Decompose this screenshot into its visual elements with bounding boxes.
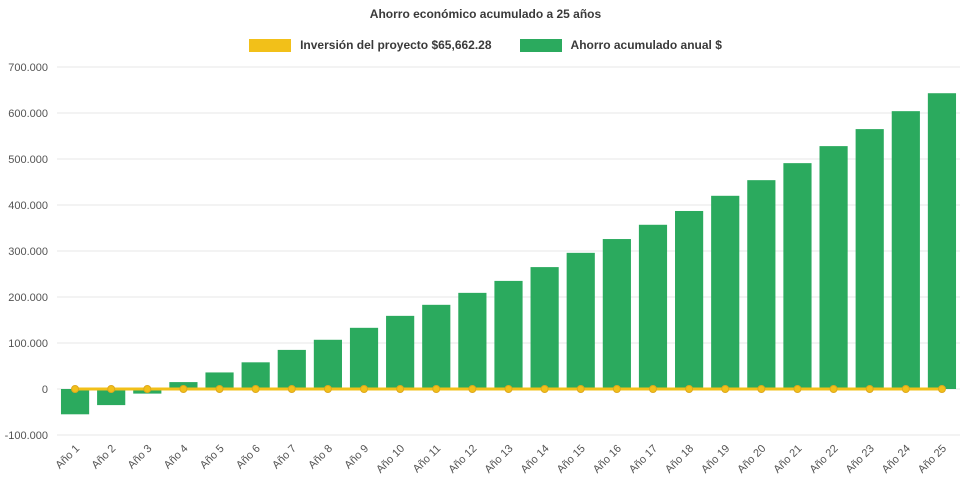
savings-bar[interactable] [277, 349, 306, 389]
legend-swatch-investment [249, 38, 292, 52]
y-axis-tick-label: 200.000 [8, 292, 48, 304]
savings-bar[interactable] [97, 389, 126, 406]
legend-label-investment: Inversión del proyecto $65,662.28 [300, 38, 492, 52]
savings-bar[interactable] [638, 224, 668, 389]
savings-bar[interactable] [205, 372, 234, 389]
savings-bar[interactable] [747, 180, 776, 389]
investment-line-marker[interactable] [865, 385, 874, 393]
y-axis-tick-label: 400.000 [8, 200, 48, 212]
y-axis-tick-label: 500.000 [8, 154, 48, 166]
investment-line-marker[interactable] [215, 385, 224, 393]
investment-line-marker[interactable] [251, 385, 260, 393]
investment-line-marker[interactable] [396, 385, 405, 393]
investment-line-marker[interactable] [721, 385, 730, 393]
x-axis-tick-label: Año 25 [916, 443, 949, 476]
investment-line-marker[interactable] [468, 385, 477, 393]
investment-line-marker[interactable] [71, 385, 80, 393]
savings-bar[interactable] [602, 239, 631, 389]
x-axis-tick-label: Año 7 [270, 443, 299, 472]
x-axis-tick-label: Año 11 [411, 443, 444, 476]
investment-line-marker[interactable] [648, 385, 657, 393]
investment-line-marker[interactable] [612, 385, 621, 393]
y-axis-tick-label: 300.000 [8, 246, 48, 258]
x-axis-tick-label: Año 9 [342, 443, 371, 472]
x-axis-tick-label: Año 12 [446, 443, 479, 476]
x-axis-tick-label: Año 20 [735, 443, 768, 476]
x-axis-tick-label: Año 23 [844, 443, 877, 476]
investment-line-marker[interactable] [793, 385, 802, 393]
investment-line-marker[interactable] [504, 385, 513, 393]
investment-line-marker[interactable] [107, 385, 116, 393]
savings-bar[interactable] [241, 362, 270, 389]
chart-legend: Inversión del proyecto $65,662.28 Ahorro… [0, 38, 971, 52]
investment-line-marker[interactable] [179, 385, 188, 393]
savings-bar[interactable] [349, 327, 379, 389]
legend-swatch-savings [519, 38, 562, 52]
savings-bar[interactable] [530, 267, 559, 389]
savings-bar[interactable] [675, 210, 704, 389]
y-axis-tick-label: 100.000 [8, 338, 48, 350]
savings-bar[interactable] [855, 129, 884, 389]
investment-line-marker[interactable] [685, 385, 694, 393]
x-axis-tick-label: Año 19 [699, 443, 732, 476]
x-axis-tick-label: Año 16 [591, 443, 624, 476]
investment-line-marker[interactable] [432, 385, 441, 393]
y-axis-tick-label: 700.000 [8, 62, 48, 74]
x-axis-tick-label: Año 1 [53, 443, 82, 472]
savings-bar[interactable] [819, 146, 848, 389]
investment-line-marker[interactable] [287, 385, 296, 393]
savings-bar[interactable] [458, 292, 487, 389]
savings-bar[interactable] [891, 111, 920, 389]
legend-label-savings: Ahorro acumulado anual $ [570, 38, 722, 52]
x-axis-tick-label: Año 18 [663, 443, 696, 476]
savings-bar[interactable] [566, 252, 595, 389]
x-axis-tick-label: Año 4 [162, 443, 191, 472]
investment-line-marker[interactable] [901, 385, 910, 393]
savings-bar[interactable] [783, 163, 812, 389]
investment-line-marker[interactable] [829, 385, 838, 393]
savings-bar[interactable] [60, 389, 90, 415]
savings-bar[interactable] [422, 304, 451, 389]
investment-line-marker[interactable] [323, 385, 332, 393]
savings-bar[interactable] [711, 195, 740, 389]
legend-item-investment[interactable]: Inversión del proyecto $65,662.28 [249, 38, 492, 52]
x-axis-tick-label: Año 22 [808, 443, 841, 476]
x-axis-tick-label: Año 21 [771, 443, 804, 476]
x-axis-tick-label: Año 10 [374, 443, 407, 476]
chart-title: Ahorro económico acumulado a 25 años [369, 7, 602, 21]
investment-line-marker[interactable] [143, 385, 152, 393]
investment-line-marker[interactable] [360, 385, 369, 393]
x-axis-tick-label: Año 24 [880, 443, 913, 476]
x-axis-tick-label: Año 3 [126, 443, 155, 472]
savings-bar[interactable] [494, 280, 523, 389]
investment-line-marker[interactable] [576, 385, 585, 393]
x-axis-tick-label: Año 14 [519, 443, 552, 476]
investment-line-marker[interactable] [540, 385, 549, 393]
savings-bar[interactable] [927, 93, 957, 389]
y-axis-tick-label: 0 [42, 384, 48, 396]
x-axis-tick-label: Año 17 [627, 443, 660, 476]
x-axis-tick-label: Año 6 [234, 443, 263, 472]
y-axis-tick-label: 600.000 [8, 108, 48, 120]
savings-bar[interactable] [386, 315, 415, 389]
investment-line-marker[interactable] [937, 385, 946, 393]
legend-item-savings[interactable]: Ahorro acumulado anual $ [519, 38, 722, 52]
x-axis-tick-label: Año 2 [89, 443, 118, 472]
x-axis-tick-label: Año 8 [306, 443, 335, 472]
investment-line-marker[interactable] [757, 385, 766, 393]
y-axis-tick-label: -100.000 [5, 430, 48, 442]
x-axis-tick-label: Año 15 [555, 443, 588, 476]
x-axis-tick-label: Año 5 [198, 443, 227, 472]
savings-bar[interactable] [313, 339, 342, 389]
x-axis-tick-label: Año 13 [482, 443, 515, 476]
